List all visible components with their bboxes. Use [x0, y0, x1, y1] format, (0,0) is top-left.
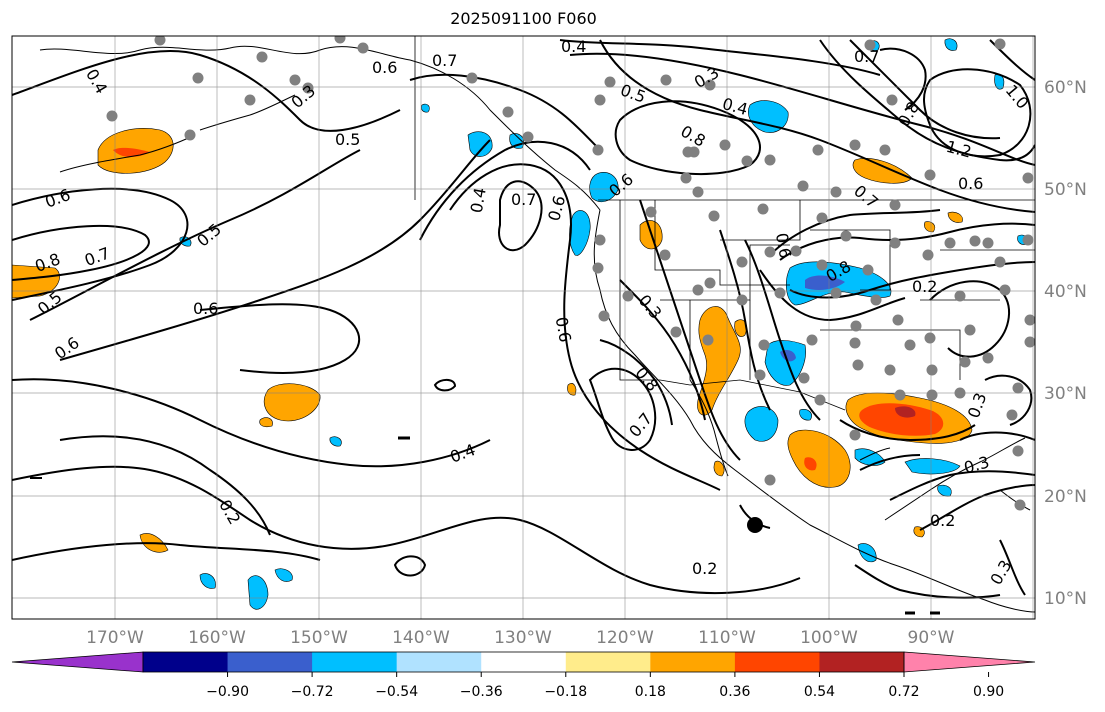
lon-label: 110°W	[698, 628, 756, 648]
colorbar-swatch	[143, 652, 229, 672]
contour-label: 0.4	[561, 37, 586, 56]
colorbar: −0.90 −0.72 −0.54 −0.36 −0.18 0.18 0.36 0.54 0.7…	[11, 651, 1036, 700]
contour-label: 0.2	[692, 559, 717, 578]
longitude-labels: 170°W 160°W 150°W 140°W 130°W 120°W 110°…	[86, 628, 955, 648]
lon-label: 140°W	[392, 628, 450, 648]
lat-label: 60°N	[1044, 78, 1087, 98]
colorbar-outline	[142, 651, 905, 673]
colorbar-tick-label: −0.36	[460, 684, 503, 700]
lon-label: 130°W	[494, 628, 552, 648]
contour-label: 0.4	[467, 186, 490, 214]
colorbar-swatch	[227, 652, 313, 672]
contour-label: 0.7	[432, 51, 457, 70]
lon-label: 150°W	[290, 628, 348, 648]
colorbar-extend-low	[11, 651, 144, 673]
colorbar-swatch	[734, 652, 820, 672]
map-title: 2025091100 F060	[450, 9, 597, 28]
lon-label: 160°W	[188, 628, 246, 648]
contour-label: 0.7	[511, 190, 536, 209]
lat-label: 10°N	[1044, 589, 1087, 609]
colorbar-swatch	[481, 652, 567, 672]
latitude-labels: 60°N 50°N 40°N 30°N 20°N 10°N	[1044, 78, 1087, 609]
colorbar-tick-label: 0.36	[719, 684, 750, 700]
contour-label: 0.5	[335, 130, 360, 149]
contour-label: 0.6	[552, 315, 575, 343]
contour-label: 0.6	[772, 231, 795, 259]
colorbar-swatch	[312, 652, 398, 672]
colorbar-tick-label: 0.72	[888, 684, 919, 700]
colorbar-tick-label: −0.72	[291, 684, 334, 700]
contour-label: 0.6	[193, 299, 218, 318]
lon-label: 120°W	[596, 628, 654, 648]
lon-label: 90°W	[908, 628, 955, 648]
colorbar-extend-high	[903, 651, 1036, 673]
contour-label: 0.2	[930, 511, 955, 530]
colorbar-swatch	[819, 652, 905, 672]
colorbar-tick-label: −0.90	[206, 684, 249, 700]
colorbar-tick-label: −0.54	[375, 684, 418, 700]
lon-label: 100°W	[800, 628, 858, 648]
colorbar-tick-label: 0.90	[973, 684, 1004, 700]
graticule	[12, 36, 1035, 619]
colorbar-swatch	[565, 652, 651, 672]
contour-label: 0.7	[854, 47, 879, 66]
colorbar-swatch	[650, 652, 736, 672]
contour-label: 0.6	[958, 174, 983, 193]
lat-label: 40°N	[1044, 282, 1087, 302]
map-frame	[11, 35, 1036, 620]
colorbar-swatch	[396, 652, 482, 672]
contour-label: 0.6	[372, 58, 397, 77]
lat-label: 30°N	[1044, 384, 1087, 404]
contour-lines	[12, 39, 1035, 599]
lat-label: 20°N	[1044, 487, 1087, 507]
contour-label: 0.2	[912, 277, 937, 296]
colorbar-tick-label: 0.54	[804, 684, 835, 700]
station-markers	[106, 36, 1035, 511]
colorbar-tick-label: −0.18	[544, 684, 587, 700]
colorbar-tick-label: 0.18	[635, 684, 666, 700]
hurricane-marker	[747, 517, 763, 533]
map-area	[12, 36, 1035, 619]
lon-label: 170°W	[86, 628, 144, 648]
lat-label: 50°N	[1044, 180, 1087, 200]
